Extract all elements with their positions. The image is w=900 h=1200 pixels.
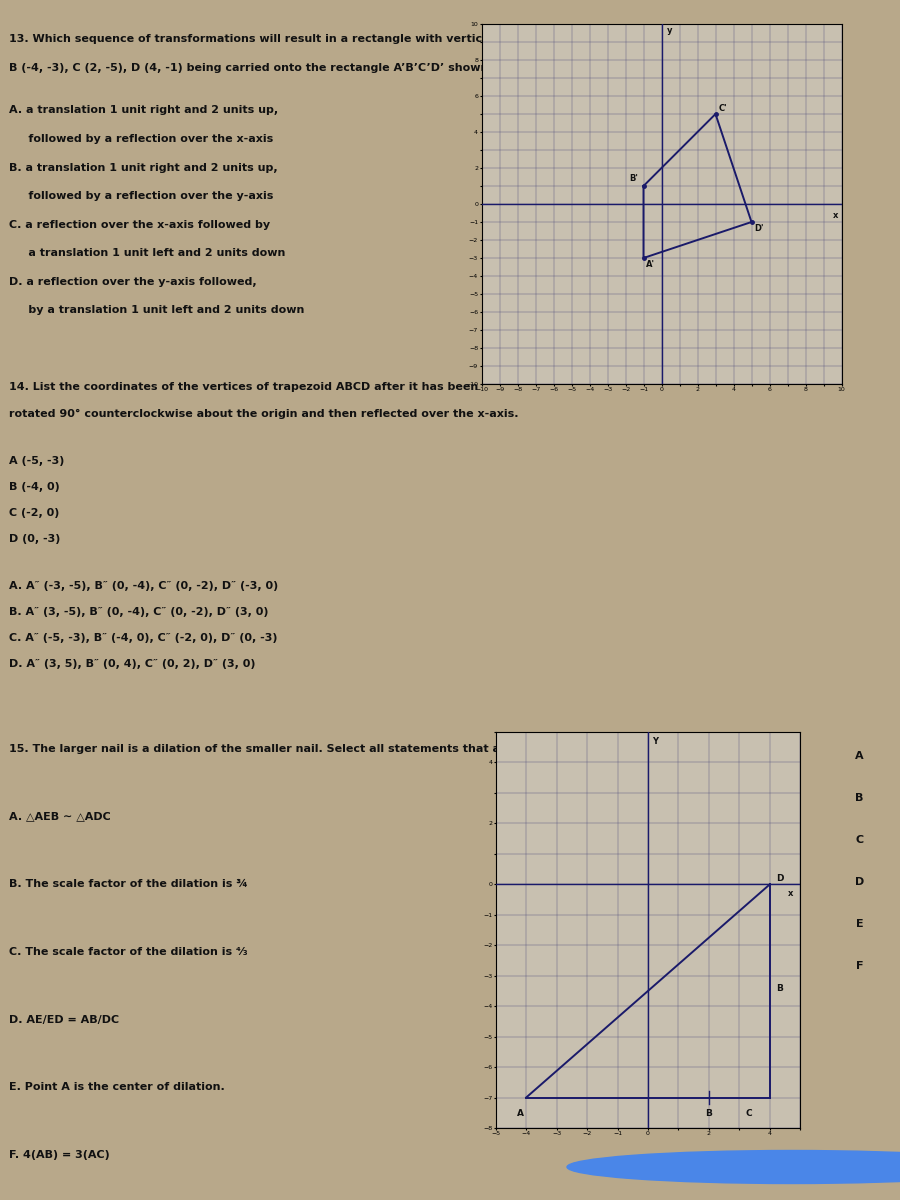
Text: F: F (856, 961, 863, 971)
Text: E. Point A is the center of dilation.: E. Point A is the center of dilation. (9, 1082, 225, 1092)
Text: D': D' (754, 224, 764, 233)
Text: followed by a reflection over the y-axis: followed by a reflection over the y-axis (9, 191, 274, 202)
Text: D: D (855, 877, 864, 887)
Circle shape (567, 1151, 900, 1183)
Text: C. A″ (-5, -3), B″ (-4, 0), C″ (-2, 0), D″ (0, -3): C. A″ (-5, -3), B″ (-4, 0), C″ (-2, 0), … (9, 634, 277, 643)
Text: 15. The larger nail is a dilation of the smaller nail. Select all statements tha: 15. The larger nail is a dilation of the… (9, 744, 547, 754)
Text: B. The scale factor of the dilation is ¾: B. The scale factor of the dilation is ¾ (9, 880, 248, 889)
Text: D (0, -3): D (0, -3) (9, 534, 60, 544)
Text: by a translation 1 unit left and 2 units down: by a translation 1 unit left and 2 units… (9, 305, 304, 316)
Text: Y: Y (652, 737, 659, 746)
Text: rotated 90° counterclockwise about the origin and then reflected over the x-axis: rotated 90° counterclockwise about the o… (9, 408, 518, 419)
Text: A. A″ (-3, -5), B″ (0, -4), C″ (0, -2), D″ (-3, 0): A. A″ (-3, -5), B″ (0, -4), C″ (0, -2), … (9, 581, 278, 590)
Text: A. a translation 1 unit right and 2 units up,: A. a translation 1 unit right and 2 unit… (9, 106, 278, 115)
Text: D. AE/ED = AB/DC: D. AE/ED = AB/DC (9, 1015, 119, 1025)
Text: D. A″ (3, 5), B″ (0, 4), C″ (0, 2), D″ (3, 0): D. A″ (3, 5), B″ (0, 4), C″ (0, 2), D″ (… (9, 659, 256, 670)
Text: A (-5, -3): A (-5, -3) (9, 456, 65, 466)
Text: A. △AEB ∼ △ADC: A. △AEB ∼ △ADC (9, 811, 111, 822)
Text: x: x (788, 889, 794, 899)
Text: B (-4, -3), C (2, -5), D (4, -1) being carried onto the rectangle A’B’C’D’ shown: B (-4, -3), C (2, -5), D (4, -1) being c… (9, 62, 536, 73)
Text: A: A (855, 751, 864, 761)
Text: followed by a reflection over the x-axis: followed by a reflection over the x-axis (9, 134, 274, 144)
Text: B: B (855, 793, 864, 803)
Text: 13. Which sequence of transformations will result in a rectangle with vertices A: 13. Which sequence of transformations wi… (9, 34, 555, 44)
Text: D. a reflection over the y-axis followed,: D. a reflection over the y-axis followed… (9, 277, 256, 287)
Text: y: y (667, 26, 672, 35)
Text: F. 4(AB) = 3(AC): F. 4(AB) = 3(AC) (9, 1150, 110, 1160)
Text: B': B' (629, 174, 638, 182)
Text: B: B (706, 1109, 713, 1118)
Text: B (-4, 0): B (-4, 0) (9, 481, 59, 492)
Text: D: D (776, 875, 783, 883)
Text: C. a reflection over the x-axis followed by: C. a reflection over the x-axis followed… (9, 220, 270, 229)
Text: B: B (776, 984, 783, 992)
Text: A: A (517, 1109, 524, 1118)
Text: C: C (855, 835, 864, 845)
Text: 14. List the coordinates of the vertices of trapezoid ABCD after it has been: 14. List the coordinates of the vertices… (9, 383, 478, 392)
Text: C': C' (718, 104, 727, 113)
Text: C: C (745, 1109, 751, 1118)
Text: B. a translation 1 unit right and 2 units up,: B. a translation 1 unit right and 2 unit… (9, 162, 277, 173)
Text: B. A″ (3, -5), B″ (0, -4), C″ (0, -2), D″ (3, 0): B. A″ (3, -5), B″ (0, -4), C″ (0, -2), D… (9, 607, 268, 617)
Text: C. The scale factor of the dilation is ⁴⁄₃: C. The scale factor of the dilation is ⁴… (9, 947, 248, 958)
Text: x: x (832, 211, 838, 221)
Text: A': A' (646, 260, 655, 269)
Text: E: E (856, 919, 863, 929)
Text: a translation 1 unit left and 2 units down: a translation 1 unit left and 2 units do… (9, 248, 285, 258)
Text: C (-2, 0): C (-2, 0) (9, 508, 59, 517)
